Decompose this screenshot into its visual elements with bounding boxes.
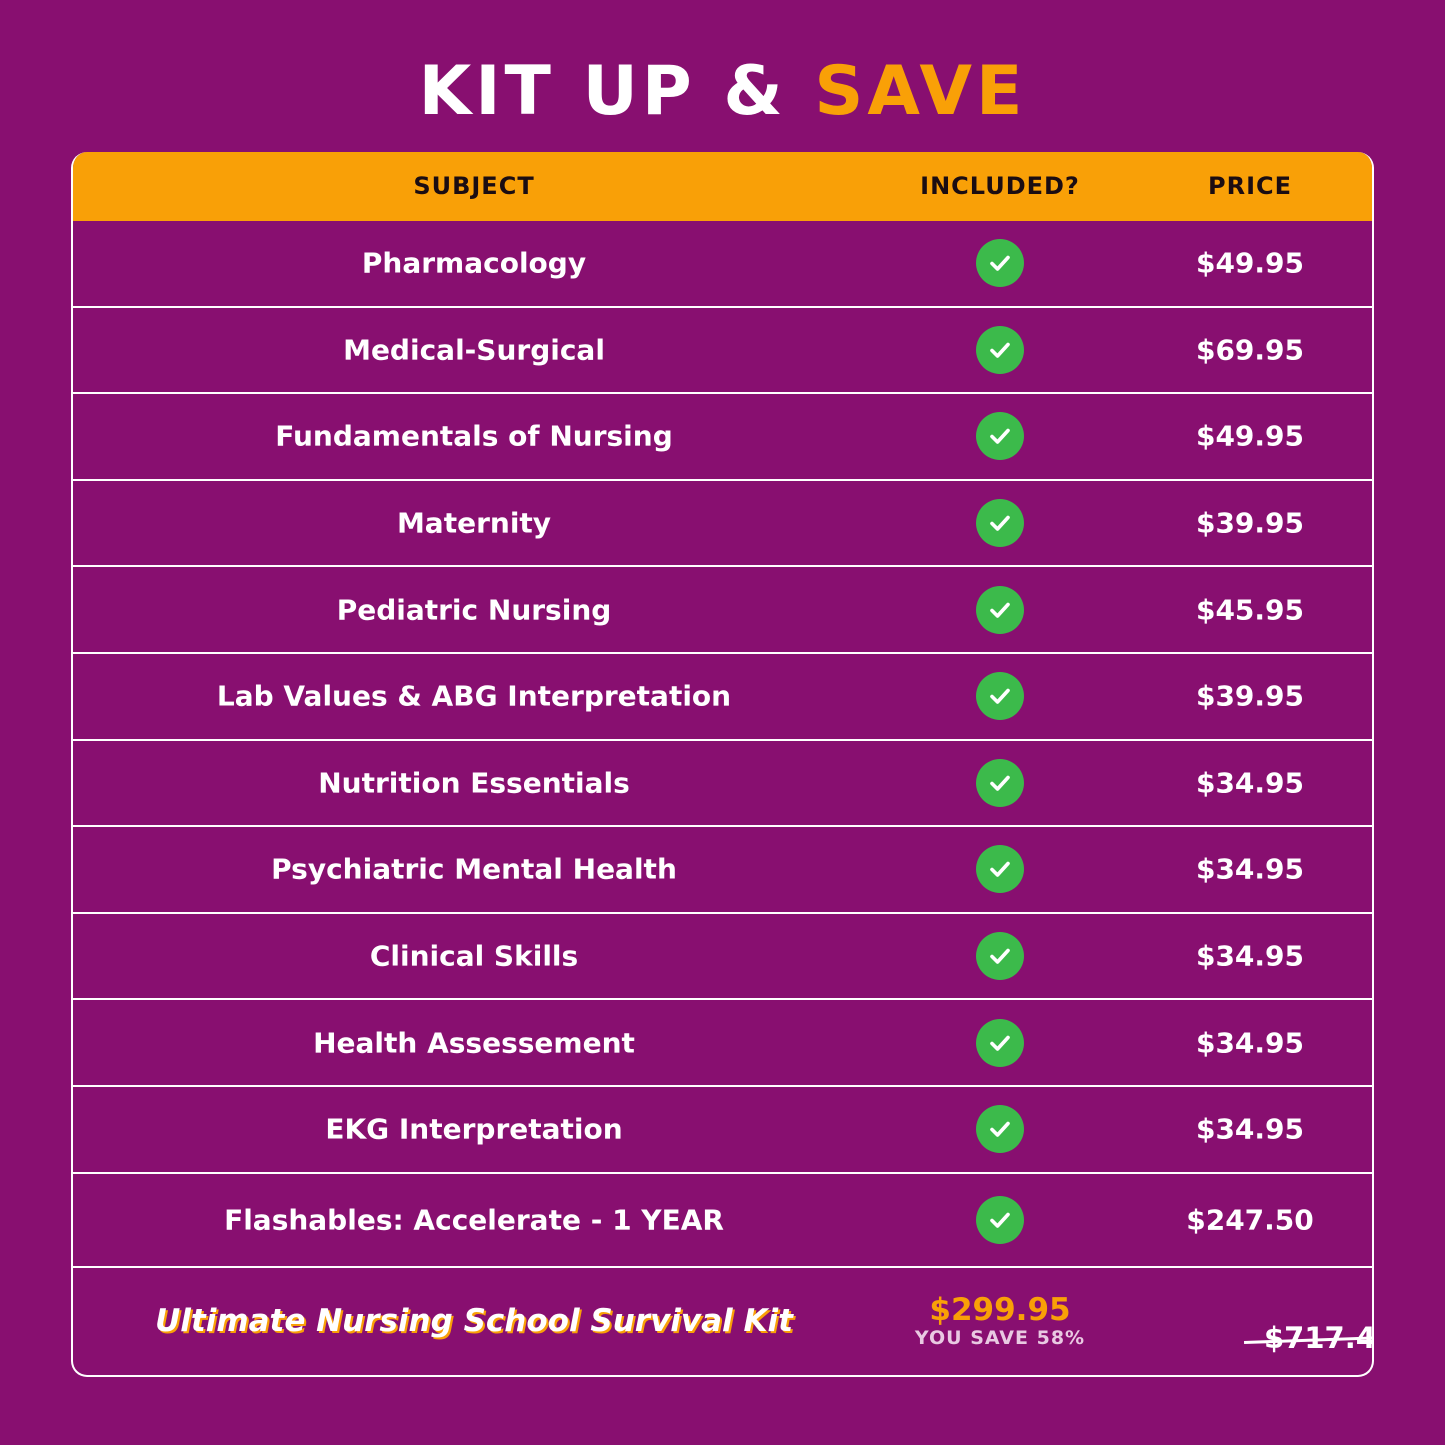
bundle-price-block: $299.95 YOU SAVE 58% xyxy=(915,1294,1085,1348)
price-cell: $34.95 xyxy=(1195,1112,1305,1146)
check-circle-icon xyxy=(976,1195,1024,1244)
subject-cell: Psychiatric Mental Health xyxy=(271,852,677,886)
table-row: Flashables: Accelerate - 1 YEAR $247.50 xyxy=(73,1174,1372,1268)
table-header: SUBJECT INCLUDED? PRICE xyxy=(73,152,1372,221)
price-cell: $34.95 xyxy=(1195,852,1305,886)
table-row: Nutrition Essentials $34.95 xyxy=(73,741,1372,828)
price-cell: $49.95 xyxy=(1195,246,1305,280)
check-circle-icon xyxy=(976,672,1024,721)
table-row: Pediatric Nursing $45.95 xyxy=(73,567,1372,654)
title-main: KIT UP & xyxy=(418,52,787,131)
subject-cell: Nutrition Essentials xyxy=(318,766,630,800)
subject-cell: Clinical Skills xyxy=(369,939,579,973)
subject-cell: Maternity xyxy=(396,506,552,540)
check-circle-icon xyxy=(976,758,1024,807)
subject-cell: Medical-Surgical xyxy=(343,333,605,367)
title-accent: SAVE xyxy=(814,52,1027,131)
table-row: Fundamentals of Nursing $49.95 xyxy=(73,394,1372,481)
price-cell: $39.95 xyxy=(1195,679,1305,713)
check-circle-icon xyxy=(976,239,1024,288)
subject-cell: Pharmacology xyxy=(361,246,587,280)
table-footer: Ultimate Nursing School Survival Kit $29… xyxy=(73,1268,1372,1375)
header-price: PRICE xyxy=(1207,172,1293,200)
table-row: Psychiatric Mental Health $34.95 xyxy=(73,827,1372,914)
table-row: EKG Interpretation $34.95 xyxy=(73,1087,1372,1174)
check-circle-icon xyxy=(976,412,1024,461)
subject-cell: Flashables: Accelerate - 1 YEAR xyxy=(224,1203,724,1237)
subject-cell: Lab Values & ABG Interpretation xyxy=(216,679,732,713)
check-circle-icon xyxy=(976,585,1024,634)
price-cell: $39.95 xyxy=(1195,506,1305,540)
price-cell: $34.95 xyxy=(1195,766,1305,800)
pricing-table: SUBJECT INCLUDED? PRICE Pharmacology $49.… xyxy=(71,152,1374,1377)
table-row: Clinical Skills $34.95 xyxy=(73,914,1372,1001)
check-circle-icon xyxy=(976,499,1024,548)
table-body: Pharmacology $49.95 Medical-Surgical $69.95… xyxy=(73,221,1372,1268)
subject-cell: Fundamentals of Nursing xyxy=(275,419,673,453)
table-row: Medical-Surgical $69.95 xyxy=(73,308,1372,395)
subject-cell: EKG Interpretation xyxy=(325,1112,623,1146)
original-price: $717.45 xyxy=(1244,1321,1372,1355)
subject-cell: Pediatric Nursing xyxy=(336,593,612,627)
price-cell: $69.95 xyxy=(1195,333,1305,367)
price-cell: $34.95 xyxy=(1195,939,1305,973)
savings-text: YOU SAVE 58% xyxy=(914,1326,1086,1349)
price-cell: $247.50 xyxy=(1186,1203,1314,1237)
kit-name: Ultimate Nursing School Survival Kit xyxy=(155,1303,793,1340)
price-cell: $45.95 xyxy=(1195,593,1305,627)
check-circle-icon xyxy=(976,845,1024,894)
bundle-price: $299.95 xyxy=(929,1291,1071,1328)
check-circle-icon xyxy=(976,1018,1024,1067)
check-circle-icon xyxy=(976,932,1024,981)
price-cell: $34.95 xyxy=(1195,1026,1305,1060)
table-row: Pharmacology $49.95 xyxy=(73,221,1372,308)
header-included: INCLUDED? xyxy=(920,172,1080,200)
price-cell: $49.95 xyxy=(1195,419,1305,453)
check-circle-icon xyxy=(976,1105,1024,1154)
table-row: Maternity $39.95 xyxy=(73,481,1372,568)
check-circle-icon xyxy=(976,325,1024,374)
subject-cell: Health Assessement xyxy=(313,1026,635,1060)
table-row: Health Assessement $34.95 xyxy=(73,1000,1372,1087)
table-row: Lab Values & ABG Interpretation $39.95 xyxy=(73,654,1372,741)
header-subject: SUBJECT xyxy=(413,172,535,200)
page-title: KIT UP & SAVE xyxy=(0,52,1445,132)
